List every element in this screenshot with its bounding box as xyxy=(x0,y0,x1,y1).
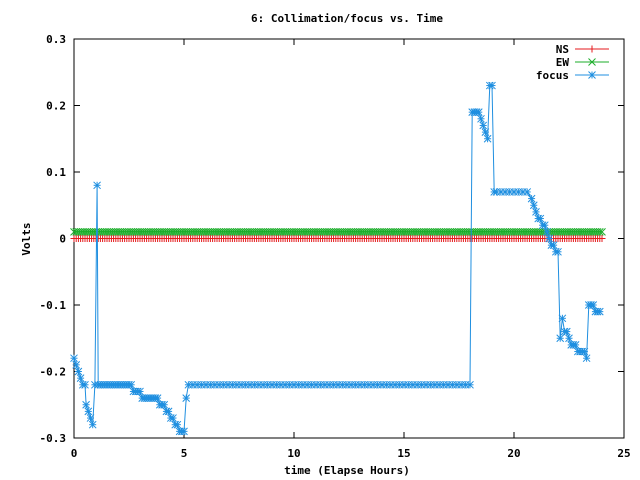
data-point xyxy=(136,387,144,396)
data-point xyxy=(595,227,604,236)
data-point xyxy=(84,407,93,416)
data-point xyxy=(169,414,177,422)
series-ns xyxy=(70,235,606,242)
y-tick-label: 0.3 xyxy=(46,33,66,46)
data-point xyxy=(589,301,598,309)
legend-swatch-focus xyxy=(575,71,609,79)
legend-label-focus: focus xyxy=(536,69,569,82)
x-tick-label: 10 xyxy=(287,447,300,460)
data-point xyxy=(571,341,580,349)
x-tick-label: 15 xyxy=(397,447,410,460)
data-point xyxy=(160,400,169,409)
y-axis-label: Volts xyxy=(20,222,33,255)
y-tick-label: 0 xyxy=(59,233,66,246)
data-point xyxy=(488,81,496,90)
y-tick-label: -0.2 xyxy=(40,366,67,379)
data-point xyxy=(580,347,589,356)
data-point xyxy=(554,247,562,256)
data-point xyxy=(527,194,536,203)
data-point xyxy=(545,234,554,243)
y-tick-label: 0.1 xyxy=(46,166,66,179)
data-point xyxy=(543,227,551,236)
data-point xyxy=(479,121,488,130)
x-tick-label: 20 xyxy=(507,447,520,460)
data-point xyxy=(477,114,485,123)
data-point xyxy=(173,420,182,429)
x-axis-label: time (Elapse Hours) xyxy=(284,464,410,477)
data-point xyxy=(88,420,97,429)
data-point xyxy=(82,400,90,409)
data-point xyxy=(562,327,571,336)
data-point xyxy=(153,394,162,402)
data-point xyxy=(127,380,136,389)
series-ew xyxy=(70,227,606,236)
data-point xyxy=(164,407,173,416)
data-point xyxy=(565,334,573,343)
data-point xyxy=(81,380,89,389)
x-tick-label: 25 xyxy=(617,447,630,460)
data-point xyxy=(93,181,101,190)
y-tick-label: -0.3 xyxy=(40,432,67,445)
series-line-focus xyxy=(73,85,600,432)
legend-swatch-ew xyxy=(575,58,609,66)
data-point xyxy=(481,128,490,136)
x-tick-label: 0 xyxy=(71,447,78,460)
data-point xyxy=(70,354,78,363)
legend-label-ns: NS xyxy=(556,43,569,56)
data-point xyxy=(532,208,540,216)
data-point xyxy=(536,214,545,223)
data-point xyxy=(474,108,483,117)
data-point xyxy=(595,307,604,316)
data-point xyxy=(72,360,81,369)
series-focus xyxy=(70,81,604,436)
legend-label-ew: EW xyxy=(556,56,570,69)
data-point xyxy=(558,314,567,323)
data-point xyxy=(540,221,549,230)
data-point xyxy=(466,380,474,389)
data-point xyxy=(523,188,532,196)
y-tick-label: 0.2 xyxy=(46,100,66,113)
data-point xyxy=(86,414,95,422)
data-point xyxy=(582,354,591,363)
data-point xyxy=(598,235,606,242)
data-point xyxy=(74,367,83,376)
chart-title: 6: Collimation/focus vs. Time xyxy=(251,12,443,25)
data-point xyxy=(598,227,606,236)
data-point xyxy=(556,334,565,343)
data-point xyxy=(483,134,492,143)
data-point xyxy=(549,241,558,250)
data-point xyxy=(182,394,191,402)
data-point xyxy=(76,374,85,383)
x-tick-label: 5 xyxy=(181,447,188,460)
data-point xyxy=(529,201,538,210)
legend-swatch-ns xyxy=(575,45,609,53)
data-point xyxy=(180,427,188,436)
y-tick-label: -0.1 xyxy=(40,299,67,312)
